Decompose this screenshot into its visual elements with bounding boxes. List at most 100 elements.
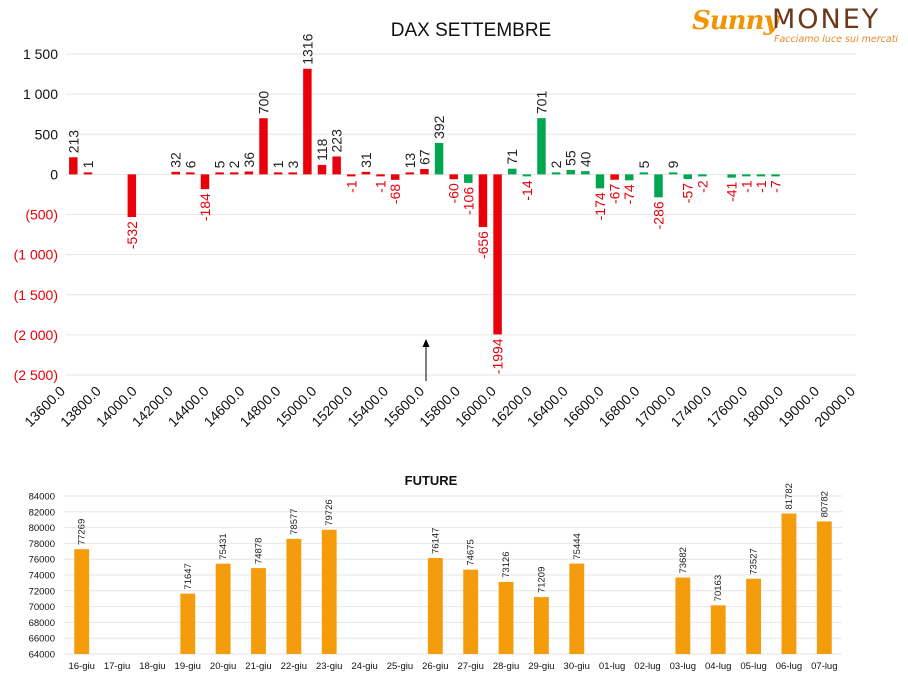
y-tick-label: (2 000) (14, 327, 58, 343)
dax-bar (507, 168, 517, 175)
y-tick-label: 1 500 (23, 46, 58, 62)
dax-bar-label: 700 (256, 91, 272, 115)
future-bar-label: 74675 (466, 539, 477, 565)
y-tick-label: 72000 (29, 586, 55, 597)
future-bar (533, 597, 549, 654)
dax-bar (698, 174, 707, 177)
dax-bar-label: 5 (212, 160, 228, 168)
dax-bar (449, 174, 458, 180)
y-tick-label: 500 (35, 126, 59, 142)
future-bar-label: 76147 (430, 528, 441, 554)
dax-bar-label: -60 (446, 183, 462, 203)
dax-bar (478, 174, 488, 228)
x-tick-label: 17-giu (104, 661, 130, 672)
dax-bar-label: 1 (270, 160, 286, 168)
x-tick-label: 16-giu (68, 661, 94, 672)
dax-bar (317, 164, 327, 175)
x-tick-label: 29-giu (528, 661, 554, 672)
future-bar-label: 75444 (572, 533, 583, 559)
dax-bar-label: -2 (694, 180, 710, 193)
dax-bar (610, 174, 619, 180)
dax-bar-label: 3 (285, 160, 301, 168)
dax-bar-label: 6 (182, 160, 198, 168)
dax-bar-label: -1 (753, 180, 769, 193)
future-bar-label: 80782 (819, 491, 830, 517)
y-tick-label: 74000 (29, 571, 55, 582)
future-bar-label: 71647 (183, 563, 194, 589)
future-bar-label: 77269 (77, 519, 88, 545)
y-tick-label: 64000 (29, 650, 55, 661)
dax-bar (566, 169, 575, 175)
dax-bar-label: 55 (563, 150, 579, 166)
dax-bar (259, 118, 268, 175)
y-tick-label: 68000 (29, 618, 55, 629)
dax-bar-label: -57 (680, 183, 696, 203)
dax-bar (288, 172, 298, 175)
x-tick-label: 20-giu (210, 661, 236, 672)
y-tick-label: (500) (25, 207, 58, 223)
dax-bar-label: -1994 (490, 338, 506, 374)
dax-bar-label: 13 (402, 153, 418, 169)
future-bar (180, 593, 196, 654)
x-tick-label: 02-lug (634, 661, 660, 672)
dax-bar (624, 174, 634, 181)
dax-bar-label: 32 (168, 152, 184, 168)
future-bar-label: 79726 (324, 499, 335, 525)
dax-bar-label: -532 (124, 221, 140, 249)
dax-bar (537, 118, 546, 175)
dax-bar (186, 172, 195, 175)
dax-bar (405, 172, 415, 175)
logo-money: MONEY (772, 4, 881, 35)
dax-bar-label: -1 (343, 180, 359, 193)
y-tick-label: (1 500) (14, 287, 58, 303)
future-bar (286, 538, 302, 654)
dax-bar (244, 171, 254, 175)
x-tick-label: 04-lug (705, 661, 731, 672)
x-tick-label: 03-lug (670, 661, 696, 672)
future-bar (746, 578, 762, 654)
future-bar (251, 568, 266, 654)
dax-bar-label: -1 (373, 180, 389, 193)
x-tick-label: 24-giu (351, 661, 377, 672)
y-tick-label: 80000 (29, 523, 55, 534)
x-tick-label: 28-giu (493, 661, 519, 672)
x-tick-label: 07-lug (811, 661, 837, 672)
dax-bar-label: 31 (358, 152, 374, 168)
dax-bar (727, 174, 736, 178)
dax-bar (420, 168, 429, 175)
dax-bar (683, 174, 693, 179)
dax-bar (376, 174, 385, 177)
x-tick-label: 01-lug (599, 661, 625, 672)
y-tick-label: 1 000 (23, 86, 58, 102)
future-bar (74, 549, 90, 654)
future-bar-label: 78577 (289, 508, 300, 534)
dax-bar-label: -286 (651, 201, 667, 229)
marker-arrow-head (422, 339, 430, 347)
x-tick-label: 18-giu (139, 661, 165, 672)
future-bar-label: 71209 (536, 567, 547, 593)
x-tick-label: 06-lug (776, 661, 802, 672)
dax-bar-label: 67 (416, 149, 432, 165)
future-bar-label: 73527 (749, 548, 760, 574)
y-tick-label: 0 (50, 166, 58, 182)
dax-bar (127, 174, 137, 218)
dax-bar-label: 2 (226, 160, 242, 168)
dax-bar (595, 174, 605, 189)
y-tick-label: 70000 (29, 602, 55, 613)
future-bar (710, 605, 726, 654)
dax-bar (83, 172, 93, 175)
x-tick-label: 23-giu (316, 661, 342, 672)
future-bar-label: 81782 (784, 483, 795, 509)
dax-bar (303, 68, 312, 175)
dax-bar (493, 174, 502, 335)
logo-tagline: Facciamo luce sui mercati (774, 34, 899, 45)
future-chart: FUTURE 84000 82000 80000 78000 76000 74000 7200… (29, 473, 842, 672)
brand-logo: Sunny MONEY Facciamo luce sui mercati (692, 4, 899, 46)
dax-bar (581, 171, 590, 175)
future-chart-title: FUTURE (405, 473, 458, 488)
dax-bar (361, 171, 371, 175)
dax-chart: DAX SETTEMBRE 1 500 1 000 500 0 (500) (1 000) (… (14, 20, 859, 430)
y-tick-label: (2 500) (14, 367, 58, 383)
x-tick-label: 05-lug (740, 661, 766, 672)
